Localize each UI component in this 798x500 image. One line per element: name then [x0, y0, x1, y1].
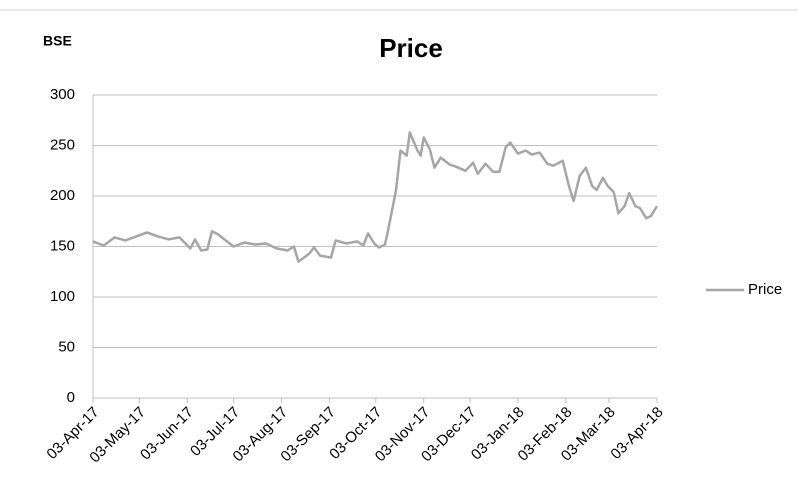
y-tick-label: 100: [50, 288, 75, 305]
chart-title: Price: [379, 33, 443, 63]
y-tick-label: 300: [50, 86, 75, 103]
x-tick-label: 03-Apr-18: [607, 404, 666, 463]
price-line: [92, 131, 659, 263]
y-tick-label: 50: [58, 338, 75, 355]
legend-label: Price: [748, 281, 782, 298]
y-tick-label: 0: [67, 389, 75, 406]
x-tick-label: 03-Jun-17: [137, 404, 197, 464]
y-tick-label: 250: [50, 136, 75, 153]
y-tick-label: 200: [50, 187, 75, 204]
y-tick-label: 150: [50, 237, 75, 254]
y-axis-label: BSE: [43, 33, 72, 49]
